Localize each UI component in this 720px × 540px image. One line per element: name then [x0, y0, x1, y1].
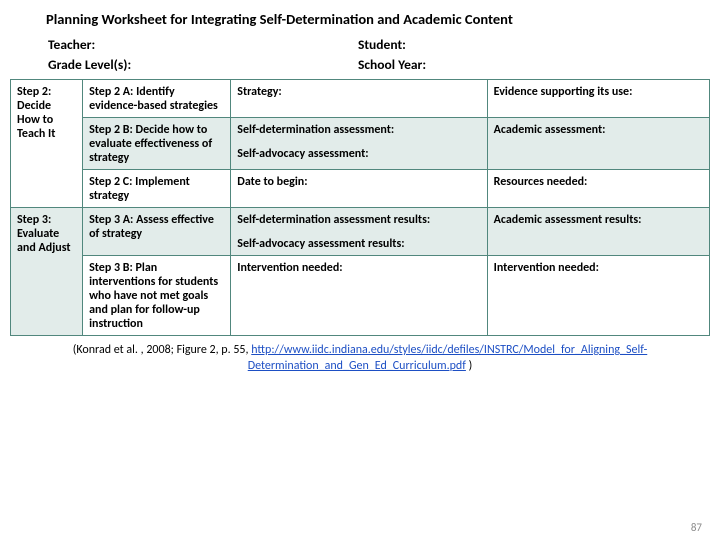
step2c-date: Date to begin: [231, 170, 487, 208]
citation-suffix: ) [466, 359, 472, 373]
step3a-mid1: Self-determination assessment results: [237, 213, 480, 227]
step2c-resources: Resources needed: [487, 170, 709, 208]
step3a-right: Academic assessment results: [487, 208, 709, 256]
page-number: 87 [691, 521, 702, 534]
citation-prefix: (Konrad et al. , 2008; Figure 2, p. 55, [73, 343, 251, 357]
student-label: Student: [358, 36, 406, 53]
step3-header: Step 3: Evaluate and Adjust [11, 208, 83, 336]
step3a-label: Step 3 A: Assess effective of strategy [83, 208, 231, 256]
teacher-label: Teacher: [48, 36, 358, 53]
step3b-mid: Intervention needed: [231, 256, 487, 336]
step2a-evidence: Evidence supporting its use: [487, 80, 709, 118]
step2c-label: Step 2 C: Implement strategy [83, 170, 231, 208]
step2b-mid: Self-determination assessment: Self-advo… [231, 118, 487, 170]
citation-link[interactable]: http://www.iidc.indiana.edu/styles/iidc/… [248, 343, 648, 373]
step3b-right: Intervention needed: [487, 256, 709, 336]
step3a-mid: Self-determination assessment results: S… [231, 208, 487, 256]
step2a-label: Step 2 A: Identify evidence-based strate… [83, 80, 231, 118]
meta-block: Teacher: Student: Grade Level(s): School… [10, 36, 710, 73]
page-title: Planning Worksheet for Integrating Self-… [10, 10, 710, 28]
step3a-mid2: Self-advocacy assessment results: [237, 237, 480, 251]
grade-label: Grade Level(s): [48, 56, 358, 73]
year-label: School Year: [358, 56, 426, 73]
step2-header: Step 2: Decide How to Teach It [11, 80, 83, 208]
step2b-right: Academic assessment: [487, 118, 709, 170]
worksheet-table: Step 2: Decide How to Teach It Step 2 A:… [10, 79, 710, 336]
step2b-mid1: Self-determination assessment: [237, 123, 480, 137]
step3b-label: Step 3 B: Plan interventions for student… [83, 256, 231, 336]
citation: (Konrad et al. , 2008; Figure 2, p. 55, … [10, 336, 710, 374]
step2b-mid2: Self-advocacy assessment: [237, 147, 480, 161]
step2b-label: Step 2 B: Decide how to evaluate effecti… [83, 118, 231, 170]
step2a-strategy: Strategy: [231, 80, 487, 118]
